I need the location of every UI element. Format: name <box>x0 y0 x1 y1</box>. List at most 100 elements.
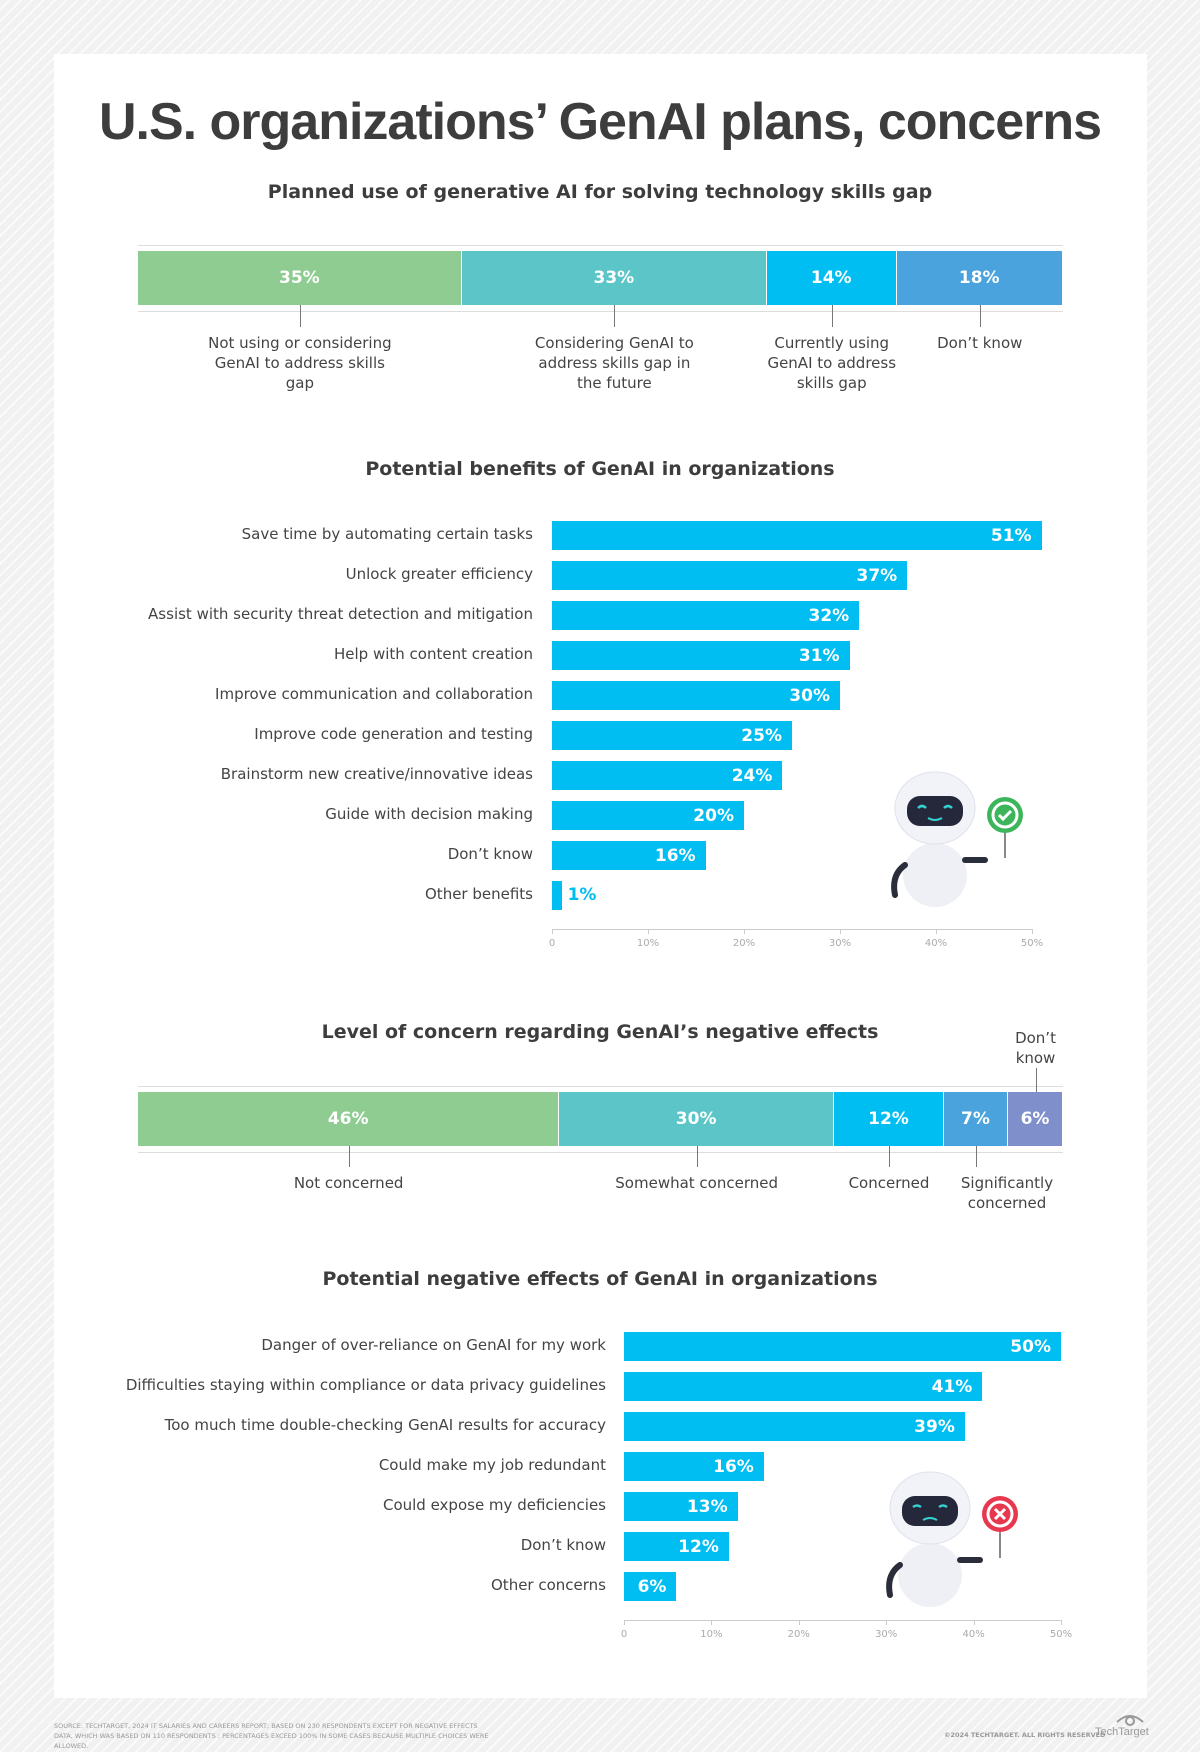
row-label: Help with content creation <box>334 645 533 663</box>
x-axis <box>552 929 1032 930</box>
tick-label: 20% <box>732 938 756 949</box>
page-title: U.S. organizations’ GenAI plans, concern… <box>98 93 1102 151</box>
tick-label: 30% <box>875 1629 898 1640</box>
bar: 6% <box>624 1572 677 1601</box>
segment-0: 35% <box>138 251 462 305</box>
tick-label: 20% <box>787 1629 810 1640</box>
tick-label: 10% <box>636 938 660 949</box>
divider-top <box>138 245 1063 246</box>
row-label: Could expose my deficiencies <box>382 1496 606 1514</box>
leader-line <box>348 1146 350 1167</box>
segment-3: 7% <box>943 1092 1009 1146</box>
bar: 30% <box>552 681 840 710</box>
segment-4: 6% <box>1008 1092 1063 1146</box>
row-label: Could make my job redundant <box>378 1456 606 1474</box>
divider-bottom <box>138 1152 1063 1153</box>
eye-icon <box>1116 1715 1144 1726</box>
leader-line <box>831 305 833 327</box>
bar: 12% <box>624 1532 729 1561</box>
leader-line <box>696 1146 698 1167</box>
segment-label: Somewhat concerned <box>615 1174 779 1192</box>
row-label: Unlock greater efficiency <box>345 565 533 583</box>
tick-label: 50% <box>1049 1629 1073 1640</box>
row-label: Don’t know <box>447 845 533 863</box>
row-label: Brainstorm new creative/innovative ideas <box>220 765 533 783</box>
source-note: SOURCE: TECHTARGET, 2024 IT SALARIES AND… <box>54 1722 489 1750</box>
axis-tick <box>624 1620 625 1625</box>
axis-tick <box>1061 1620 1062 1625</box>
bar: 24% <box>552 761 783 790</box>
row-label: Too much time double-checking GenAI resu… <box>164 1416 606 1434</box>
segment-0: 46% <box>138 1092 560 1146</box>
leader-line <box>299 305 301 327</box>
divider-bottom <box>138 311 1063 312</box>
tick-label: 40% <box>962 1629 985 1640</box>
row-label: Save time by automating certain tasks <box>241 525 533 543</box>
segment-label: Don’t know <box>937 334 1023 352</box>
bar: 37% <box>552 561 908 590</box>
segment-2: 12% <box>834 1092 944 1146</box>
bar-value: 1% <box>567 885 597 905</box>
x-circle-icon <box>982 1496 1018 1532</box>
axis-tick <box>711 1620 713 1625</box>
row-label: Guide with decision making <box>325 805 533 823</box>
leader-line <box>1035 1068 1037 1092</box>
benefits-title: Potential benefits of GenAI in organizat… <box>365 458 835 480</box>
segment-label: Concerned <box>848 1174 930 1192</box>
tick-label: 30% <box>828 938 852 949</box>
copyright: ©2024 TECHTARGET. ALL RIGHTS RESERVED <box>944 1731 1106 1739</box>
leader-line <box>614 305 616 327</box>
bar: 16% <box>624 1452 764 1481</box>
row-label: Other concerns <box>491 1576 606 1594</box>
concern-level-title: Level of concern regarding GenAI’s negat… <box>321 1021 879 1043</box>
tick-label: 0 <box>548 938 556 949</box>
tick-label: 50% <box>1020 938 1044 949</box>
axis-tick <box>973 1620 975 1625</box>
segment-label: Significantly concerned <box>960 1174 1054 1212</box>
segment-label: Not concerned <box>293 1174 404 1192</box>
axis-tick <box>552 929 553 934</box>
axis-tick <box>744 929 745 934</box>
bar: 41% <box>624 1372 983 1401</box>
segment-label: Considering GenAI to address skills gap … <box>534 334 694 392</box>
bar: 25% <box>552 721 792 750</box>
bar: 39% <box>624 1412 965 1441</box>
tick-label: 40% <box>924 938 948 949</box>
leader-line <box>975 1146 977 1167</box>
x-axis <box>624 1620 1061 1621</box>
segment-label: Currently using GenAI to address skills … <box>767 334 897 392</box>
skills-gap-title: Planned use of generative AI for solving… <box>267 181 933 203</box>
segment-3: 18% <box>896 251 1063 305</box>
bar: 16% <box>552 841 706 870</box>
row-label: Other benefits <box>425 885 533 903</box>
row-label: Improve code generation and testing <box>254 725 533 743</box>
row-label: Danger of over-reliance on GenAI for my … <box>261 1336 606 1354</box>
leader-line <box>979 305 981 327</box>
bar: 50% <box>624 1332 1061 1361</box>
axis-tick <box>798 1620 800 1625</box>
axis-tick <box>840 929 841 934</box>
bar: 51% <box>552 521 1042 550</box>
bar: 32% <box>552 601 860 630</box>
segment-1: 33% <box>461 251 767 305</box>
tick-label: 10% <box>700 1629 723 1640</box>
axis-tick <box>648 929 649 934</box>
axis-tick <box>1032 929 1033 934</box>
bar <box>552 881 562 910</box>
divider-top <box>138 1086 1063 1087</box>
axis-tick <box>886 1620 888 1625</box>
negative-effects-title: Potential negative effects of GenAI in o… <box>322 1268 878 1290</box>
segment-label: Not using or considering GenAI to addres… <box>208 334 392 392</box>
tick-label: 0 <box>620 1629 628 1640</box>
bar: 31% <box>552 641 850 670</box>
row-label: Don’t know <box>520 1536 606 1554</box>
check-circle-icon <box>987 797 1023 833</box>
techtarget-logo: TechTarget <box>1095 1726 1149 1738</box>
row-label: Difficulties staying within compliance o… <box>125 1376 606 1394</box>
robot-x-illustration <box>886 1471 1018 1607</box>
bar: 20% <box>552 801 744 830</box>
row-label: Assist with security threat detection an… <box>148 605 533 623</box>
leader-line <box>888 1146 890 1167</box>
axis-tick <box>936 929 937 934</box>
bar: 13% <box>624 1492 738 1521</box>
